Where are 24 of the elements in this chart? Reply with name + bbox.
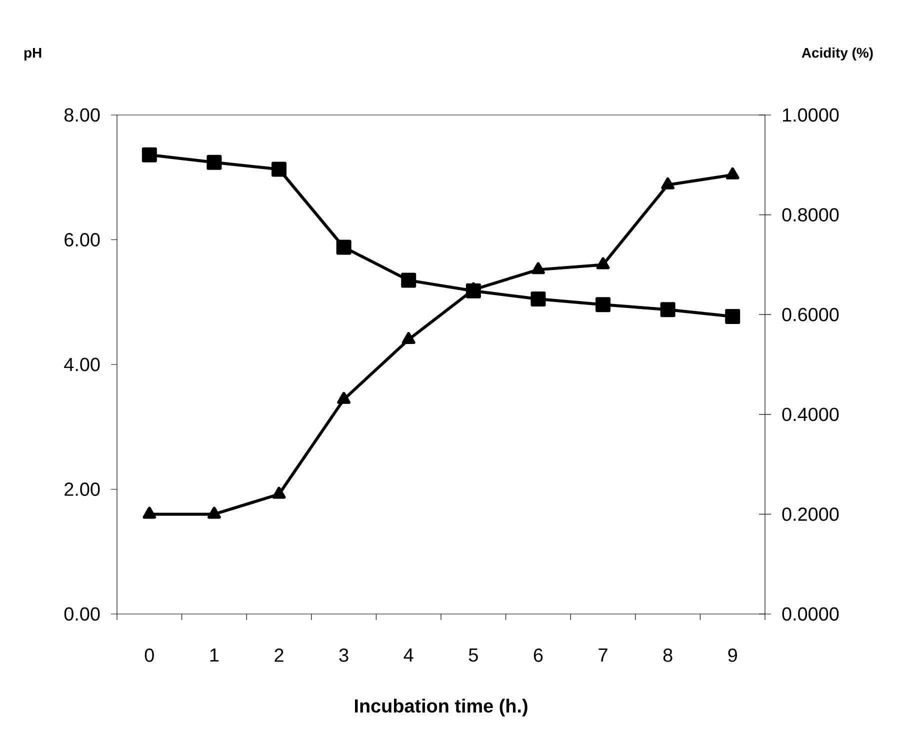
y-tick-label: 8.00 [64, 108, 100, 122]
x-tick-label: 7 [598, 648, 608, 662]
y-tick-label: 0.00 [64, 607, 100, 621]
y2-axis-title: Acidity (%) [802, 47, 873, 60]
y2-tick-label: 0.0000 [782, 607, 839, 621]
y-tick-label: 2.00 [64, 482, 100, 496]
x-tick-label: 5 [468, 648, 478, 662]
y2-tick-label: 0.4000 [782, 408, 839, 422]
x-tick-label: 6 [534, 648, 543, 662]
x-tick-label: 0 [144, 648, 154, 662]
x-tick-label: 8 [663, 648, 672, 662]
x-tick-label: 9 [728, 648, 737, 662]
y2-tick-label: 0.2000 [782, 507, 839, 521]
x-tick-label: 1 [210, 648, 219, 662]
x-tick-label: 3 [339, 648, 348, 662]
x-tick-label: 4 [404, 648, 414, 662]
y-axis-title: pH [24, 48, 42, 60]
x-axis-title: Incubation time (h.) [354, 698, 528, 716]
y-tick-label: 4.00 [64, 358, 100, 372]
y-tick-label: 6.00 [64, 233, 100, 246]
y2-tick-label: 1.0000 [782, 108, 839, 122]
y2-tick-label: 0.8000 [782, 208, 839, 222]
y2-tick-label: 0.6000 [782, 308, 839, 322]
x-tick-label: 2 [274, 648, 284, 662]
